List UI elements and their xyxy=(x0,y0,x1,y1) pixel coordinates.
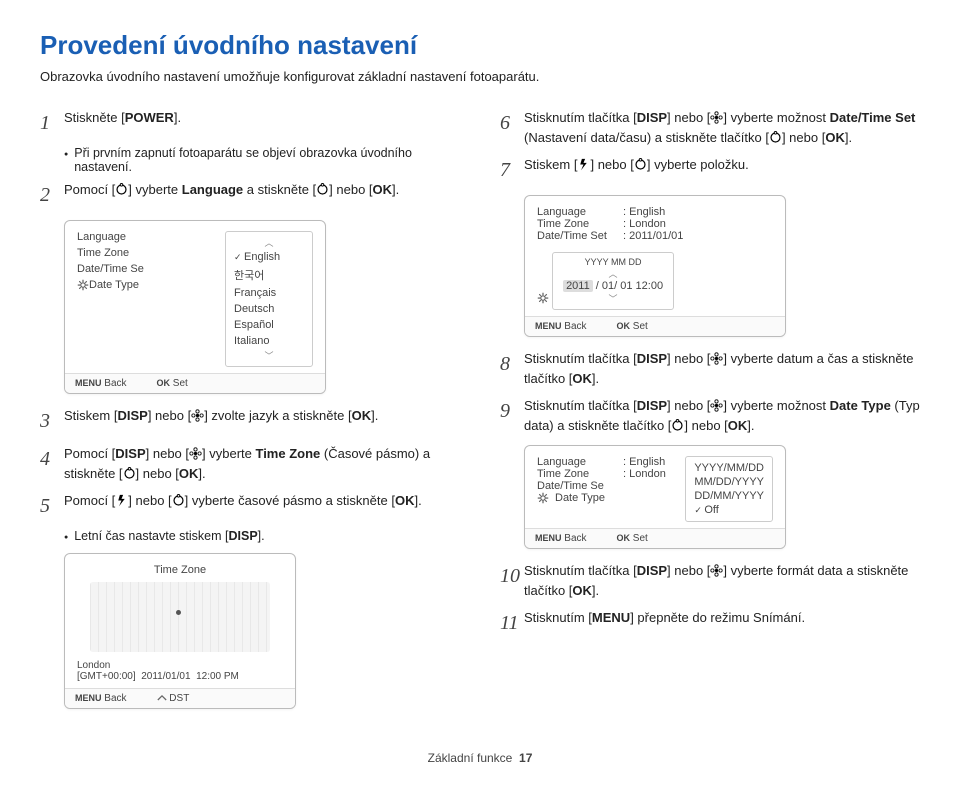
language-panel: Language Time Zone Date/Time Se Date Typ… xyxy=(64,220,326,394)
page-footer: Základní funkce 17 xyxy=(40,751,920,765)
step-3: 3 Stiskem [DISP] nebo [] zvolte jazyk a … xyxy=(40,406,460,436)
lang-italiano[interactable]: Italiano xyxy=(234,333,304,349)
lang-deutsch[interactable]: Deutsch xyxy=(234,301,304,317)
step-1: 1 Stiskněte [POWER]. xyxy=(40,108,460,138)
date-editor[interactable]: YYYY MM DD ︿ 2011 / 01/ 01 12:00 ﹀ xyxy=(552,252,674,310)
datetime-panel: LanguageEnglish Time ZoneLondon Date/Tim… xyxy=(524,195,786,337)
self-timer-icon xyxy=(634,158,647,171)
step-7: 7 Stiskem [] nebo [] vyberte položku. xyxy=(500,155,920,185)
self-timer-icon xyxy=(172,494,185,507)
lang-francais[interactable]: Français xyxy=(234,285,304,301)
gear-icon xyxy=(537,492,549,504)
self-timer-icon xyxy=(115,183,128,196)
step-10: 10 Stisknutím tlačítka [DISP] nebo [] vy… xyxy=(500,561,920,600)
step-6: 6 Stisknutím tlačítka [DISP] nebo [] vyb… xyxy=(500,108,920,147)
gear-icon xyxy=(537,292,549,304)
macro-icon xyxy=(710,564,723,577)
step-8: 8 Stisknutím tlačítka [DISP] nebo [] vyb… xyxy=(500,349,920,388)
self-timer-icon xyxy=(123,467,136,480)
timezone-panel: Time Zone London [GMT+00:00] 2011/01/01 … xyxy=(64,553,296,709)
page-title: Provedení úvodního nastavení xyxy=(40,30,920,61)
fmt-mdy[interactable]: MM/DD/YYYY xyxy=(694,475,764,489)
self-timer-icon xyxy=(671,419,684,432)
flash-icon xyxy=(115,494,128,507)
fmt-ymd[interactable]: YYYY/MM/DD xyxy=(694,461,764,475)
gear-icon xyxy=(77,279,89,291)
step-5-bullet: Letní čas nastavte stiskem [DISP]. xyxy=(64,529,460,543)
macro-icon xyxy=(710,399,723,412)
step-1-bullet: Při prvním zapnutí fotoaparátu se objeví… xyxy=(64,146,460,174)
macro-icon xyxy=(191,409,204,422)
step-9: 9 Stisknutím tlačítka [DISP] nebo [] vyb… xyxy=(500,396,920,435)
datetype-panel: LanguageEnglish Time ZoneLondon Date/Tim… xyxy=(524,445,786,549)
page-subtitle: Obrazovka úvodního nastavení umožňuje ko… xyxy=(40,69,920,84)
step-2: 2 Pomocí [] vyberte Language a stiskněte… xyxy=(40,180,460,210)
self-timer-icon xyxy=(316,183,329,196)
flash-icon xyxy=(577,158,590,171)
macro-icon xyxy=(189,447,202,460)
language-dropdown[interactable]: ︿ English 한국어 Français Deutsch Español I… xyxy=(225,231,313,367)
lang-english[interactable]: English xyxy=(234,249,304,265)
macro-icon xyxy=(710,352,723,365)
lang-espanol[interactable]: Español xyxy=(234,317,304,333)
step-4: 4 Pomocí [DISP] nebo [] vyberte Time Zon… xyxy=(40,444,460,483)
fmt-off[interactable]: Off xyxy=(694,503,764,517)
step-5: 5 Pomocí [] nebo [] vyberte časové pásmo… xyxy=(40,491,460,521)
date-format-dropdown[interactable]: YYYY/MM/DD MM/DD/YYYY DD/MM/YYYY Off xyxy=(685,456,773,522)
self-timer-icon xyxy=(769,131,782,144)
macro-icon xyxy=(710,111,723,124)
up-icon xyxy=(157,694,167,701)
step-11: 11 Stisknutím [MENU] přepněte do režimu … xyxy=(500,608,920,638)
fmt-dmy[interactable]: DD/MM/YYYY xyxy=(694,489,764,503)
lang-korean[interactable]: 한국어 xyxy=(234,265,304,285)
world-map xyxy=(90,582,270,652)
